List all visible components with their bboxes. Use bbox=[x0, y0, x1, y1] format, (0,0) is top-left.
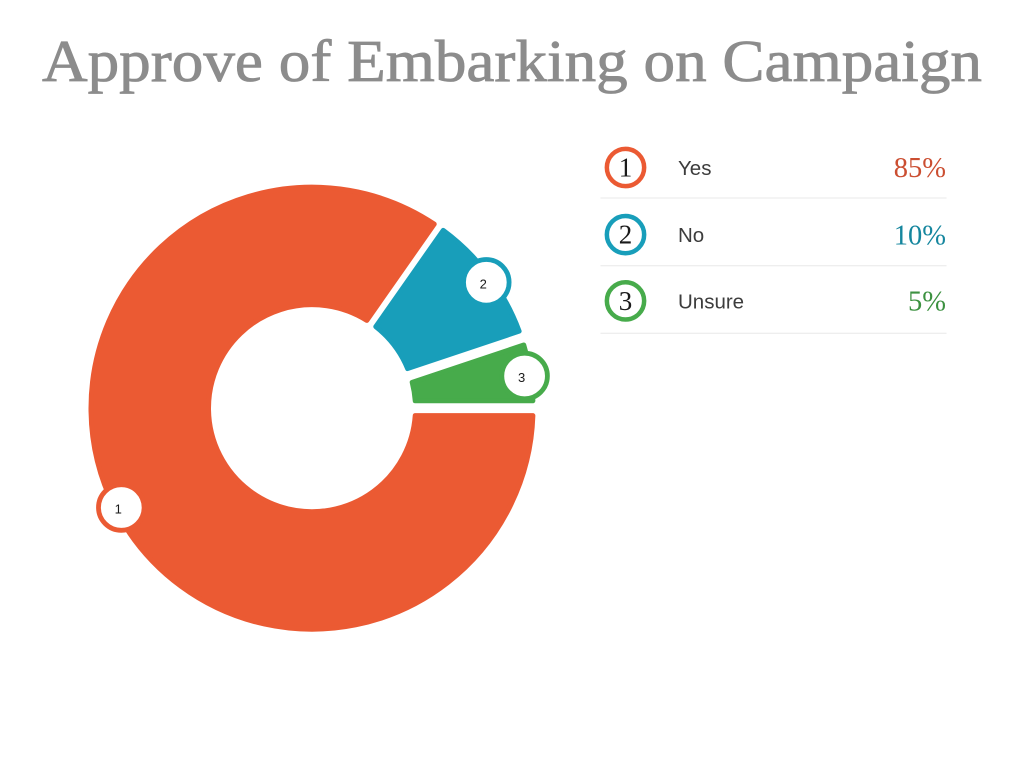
svg-text:2: 2 bbox=[619, 220, 633, 250]
svg-text:Yes: Yes bbox=[678, 157, 711, 180]
svg-text:10%: 10% bbox=[894, 220, 946, 251]
svg-text:3: 3 bbox=[619, 286, 633, 316]
svg-text:1: 1 bbox=[115, 502, 122, 517]
svg-text:No: No bbox=[678, 224, 704, 247]
svg-text:5%: 5% bbox=[908, 287, 946, 318]
svg-text:2: 2 bbox=[480, 277, 487, 292]
svg-text:1: 1 bbox=[619, 152, 633, 182]
svg-text:Unsure: Unsure bbox=[678, 290, 744, 313]
svg-text:3: 3 bbox=[518, 370, 525, 385]
svg-text:Approve of Embarking on Campai: Approve of Embarking on Campaign bbox=[42, 28, 982, 94]
svg-text:85%: 85% bbox=[894, 153, 946, 184]
